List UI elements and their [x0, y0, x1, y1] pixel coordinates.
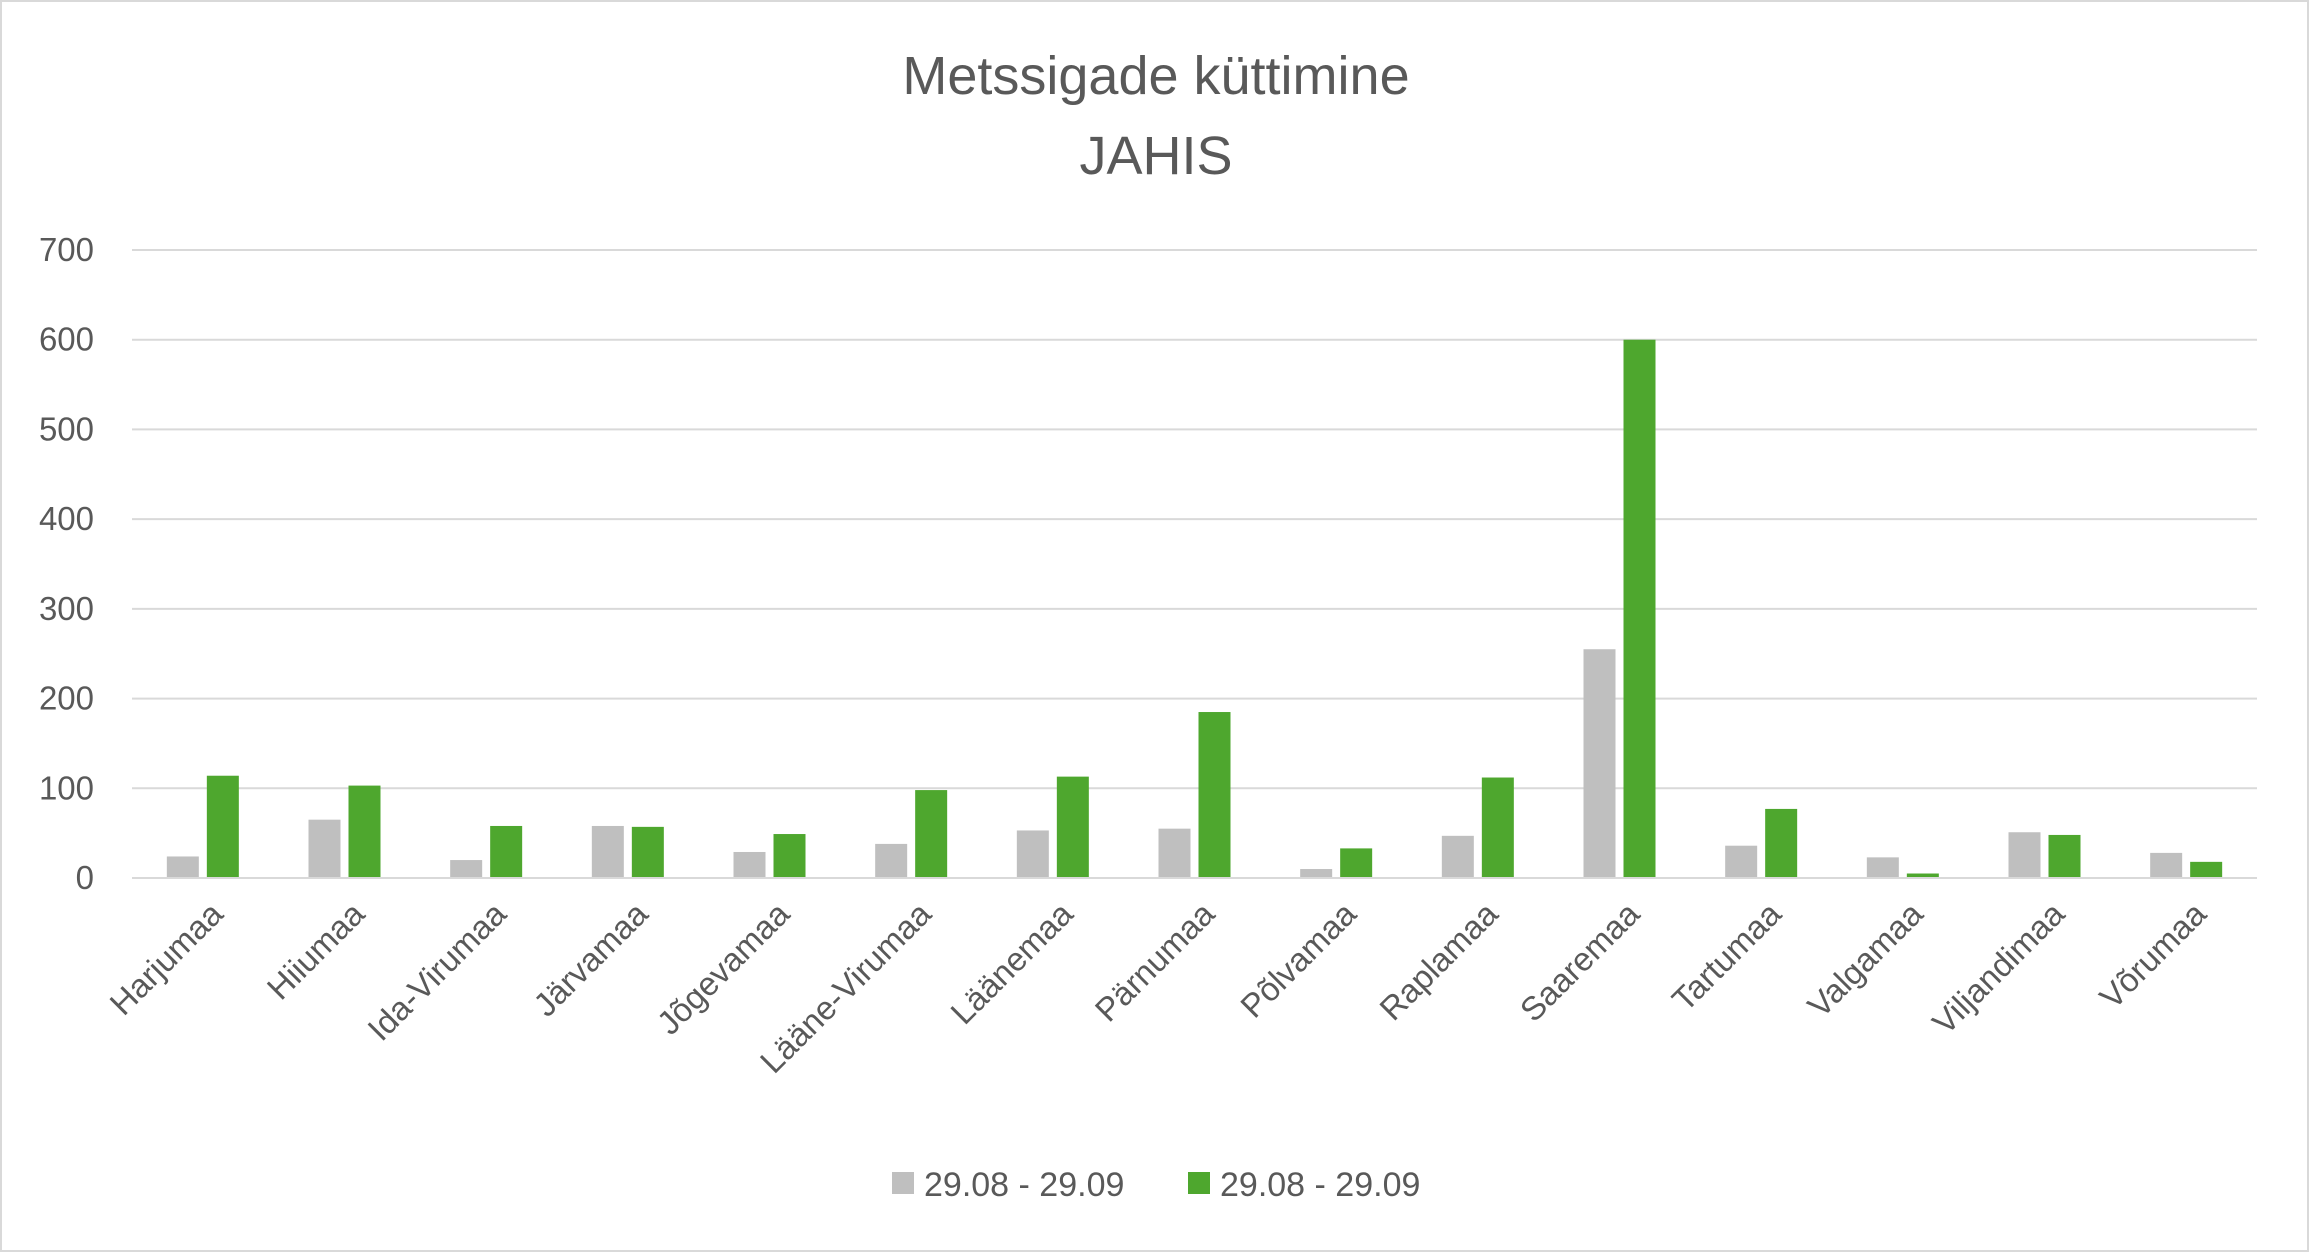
bar-läänemaa-series-2 — [1056, 776, 1089, 878]
x-tick-label: Ida-Virumaa — [360, 894, 513, 1047]
bar-valgamaa-series-2 — [1906, 873, 1939, 878]
legend-label-series-2: 29.08 - 29.09 — [1220, 1166, 1420, 1204]
gridlines — [132, 249, 2257, 790]
y-tick-label: 0 — [76, 859, 94, 896]
bar-põlvamaa-series-1 — [1300, 869, 1333, 878]
legend-swatch-series-1 — [892, 1172, 914, 1194]
bar-pärnumaa-series-2 — [1198, 712, 1231, 878]
bar-tartumaa-series-1 — [1725, 845, 1758, 878]
bar-tartumaa-series-2 — [1765, 808, 1798, 878]
bar-harjumaa-series-1 — [166, 856, 199, 878]
y-tick-label: 500 — [39, 410, 94, 447]
x-tick-label: Jõgevamaa — [650, 894, 797, 1041]
chart-subtitle: JAHIS — [1079, 126, 1232, 186]
bar-saaremaa-series-1 — [1583, 649, 1616, 878]
y-tick-label: 100 — [39, 769, 94, 806]
bar-saaremaa-series-2 — [1623, 339, 1656, 878]
x-tick-label: Läänemaa — [943, 894, 1080, 1031]
x-tick-label: Hiiumaa — [260, 894, 372, 1006]
x-tick-label: Harjumaa — [102, 894, 230, 1022]
bar-lääne-virumaa-series-1 — [875, 843, 908, 878]
y-tick-label: 200 — [39, 680, 94, 717]
y-tick-label: 400 — [39, 500, 94, 537]
bars — [166, 339, 2223, 878]
bar-lääne-virumaa-series-2 — [915, 790, 948, 878]
bar-pärnumaa-series-1 — [1158, 828, 1191, 878]
bar-ida-virumaa-series-2 — [490, 825, 523, 878]
y-axis-tick-labels: 0 100 200 300 400 500 600 700 — [39, 231, 94, 896]
y-tick-label: 600 — [39, 321, 94, 358]
x-tick-label: Tartumaa — [1665, 894, 1789, 1018]
chart-title: Metssigade küttimine — [902, 46, 1409, 106]
bar-valgamaa-series-1 — [1866, 857, 1899, 878]
x-tick-label: Pärnumaa — [1088, 894, 1222, 1028]
bar-järvamaa-series-2 — [631, 826, 664, 878]
legend-swatch-series-2 — [1188, 1172, 1210, 1194]
x-tick-label: Valgamaa — [1800, 894, 1930, 1024]
legend-label-series-1: 29.08 - 29.09 — [924, 1166, 1124, 1204]
legend: 29.08 - 29.09 29.08 - 29.09 — [892, 1166, 1420, 1204]
bar-võrumaa-series-1 — [2150, 852, 2183, 878]
bar-viljandimaa-series-1 — [2008, 832, 2041, 878]
x-tick-label: Viljandimaa — [1925, 894, 2072, 1041]
bar-hiiumaa-series-1 — [308, 819, 341, 878]
bar-jõgevamaa-series-1 — [733, 851, 766, 878]
y-tick-label: 300 — [39, 590, 94, 627]
x-tick-label: Järvamaa — [526, 894, 655, 1023]
bar-viljandimaa-series-2 — [2048, 834, 2081, 878]
x-tick-label: Saaremaa — [1513, 894, 1647, 1028]
x-tick-label: Põlvamaa — [1233, 894, 1363, 1024]
bar-hiiumaa-series-2 — [348, 785, 381, 878]
y-tick-label: 700 — [39, 231, 94, 268]
bar-raplamaa-series-1 — [1441, 835, 1474, 878]
bar-läänemaa-series-1 — [1016, 830, 1049, 878]
bar-ida-virumaa-series-1 — [450, 860, 483, 878]
bar-võrumaa-series-2 — [2190, 861, 2223, 878]
bar-raplamaa-series-2 — [1481, 777, 1514, 878]
bar-põlvamaa-series-2 — [1340, 848, 1373, 878]
x-tick-label: Raplamaa — [1372, 894, 1505, 1027]
bar-järvamaa-series-1 — [591, 825, 624, 878]
bar-jõgevamaa-series-2 — [773, 834, 806, 878]
bar-harjumaa-series-2 — [206, 775, 239, 878]
x-tick-label: Võrumaa — [2092, 894, 2213, 1015]
